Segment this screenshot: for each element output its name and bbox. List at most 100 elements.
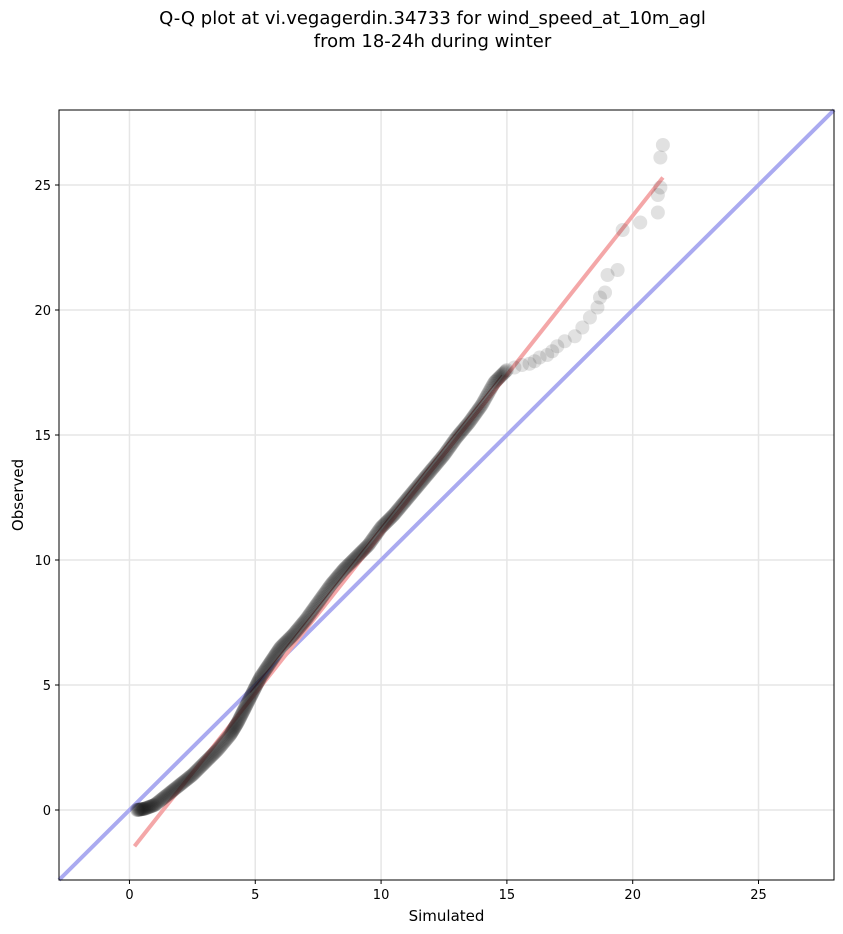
data-point [409,480,424,495]
data-point [166,782,181,797]
data-point [473,399,488,414]
data-point [254,668,269,683]
data-point [331,568,346,583]
data-point [194,758,209,773]
data-point [280,633,295,648]
grid [59,110,834,880]
data-point [246,684,261,699]
data-point [314,590,329,605]
data-point [143,799,158,814]
data-point [444,438,459,453]
data-point [315,589,330,604]
data-point [306,601,321,616]
data-point [273,640,288,655]
data-point [175,775,190,790]
data-point [356,542,371,557]
chart-title-line-1: Q-Q plot at vi.vegagerdin.34733 for wind… [159,8,706,29]
data-point [389,504,404,519]
data-point [405,485,420,500]
data-point [366,531,381,546]
data-point [255,667,270,682]
data-point [412,477,427,492]
data-point [337,561,352,576]
data-point [449,430,464,445]
data-point [185,767,200,782]
data-point [233,710,248,725]
data-point [381,512,396,527]
y-tick-label: 20 [34,304,51,319]
data-point [487,375,502,390]
data-point [295,617,310,632]
data-point [481,385,496,400]
data-point [448,432,463,447]
data-point [472,401,487,416]
data-point [251,674,266,689]
y-tick-label: 25 [34,179,51,194]
data-point [245,685,260,700]
data-point [296,615,311,630]
data-point [196,756,211,771]
data-point [375,518,390,533]
data-point [244,688,259,703]
data-point [522,356,537,371]
data-point [454,424,469,439]
reference-lines [57,108,836,882]
data-point [470,404,485,419]
data-point [507,360,522,375]
data-point [567,329,582,344]
data-point [484,380,499,395]
data-point [450,428,465,443]
data-point [148,797,163,812]
data-point [190,762,205,777]
data-point [369,527,384,542]
data-point [488,374,503,389]
data-point [336,562,351,577]
x-tick-label: 5 [251,888,259,903]
data-point [318,585,333,600]
data-point [653,180,668,195]
data-point [514,358,529,372]
data-point [650,188,665,202]
data-point [653,150,668,165]
data-point [351,547,366,562]
y-tick-label: 5 [43,679,51,694]
data-point [598,285,613,300]
data-point [200,753,215,768]
data-point [246,683,261,698]
data-point [186,766,201,781]
data-point [182,770,197,785]
data-point [496,366,511,381]
data-point [262,656,277,671]
data-point [382,511,397,526]
data-point [325,576,340,591]
data-point [322,580,337,595]
data-point [436,448,451,463]
data-point [463,413,478,428]
data-point [308,598,323,613]
data-point [495,367,510,382]
data-point [232,711,247,726]
data-point [223,726,238,741]
data-point [330,569,345,584]
data-point [418,470,433,485]
data-point [357,541,372,556]
data-point [279,634,294,649]
data-point [391,502,406,517]
data-point [231,714,246,729]
data-point [224,725,239,740]
data-point [230,716,245,731]
data-point [485,378,500,393]
data-point [181,771,196,786]
data-point [162,785,177,800]
data-point [340,558,355,573]
data-point [209,743,224,758]
x-tick-label: 10 [373,888,390,903]
data-point [491,371,506,386]
data-point [211,741,226,756]
data-point [430,455,445,470]
data-point [283,630,298,645]
data-point [135,802,150,817]
data-point [264,653,279,668]
data-point [212,740,227,755]
data-point [325,575,340,590]
